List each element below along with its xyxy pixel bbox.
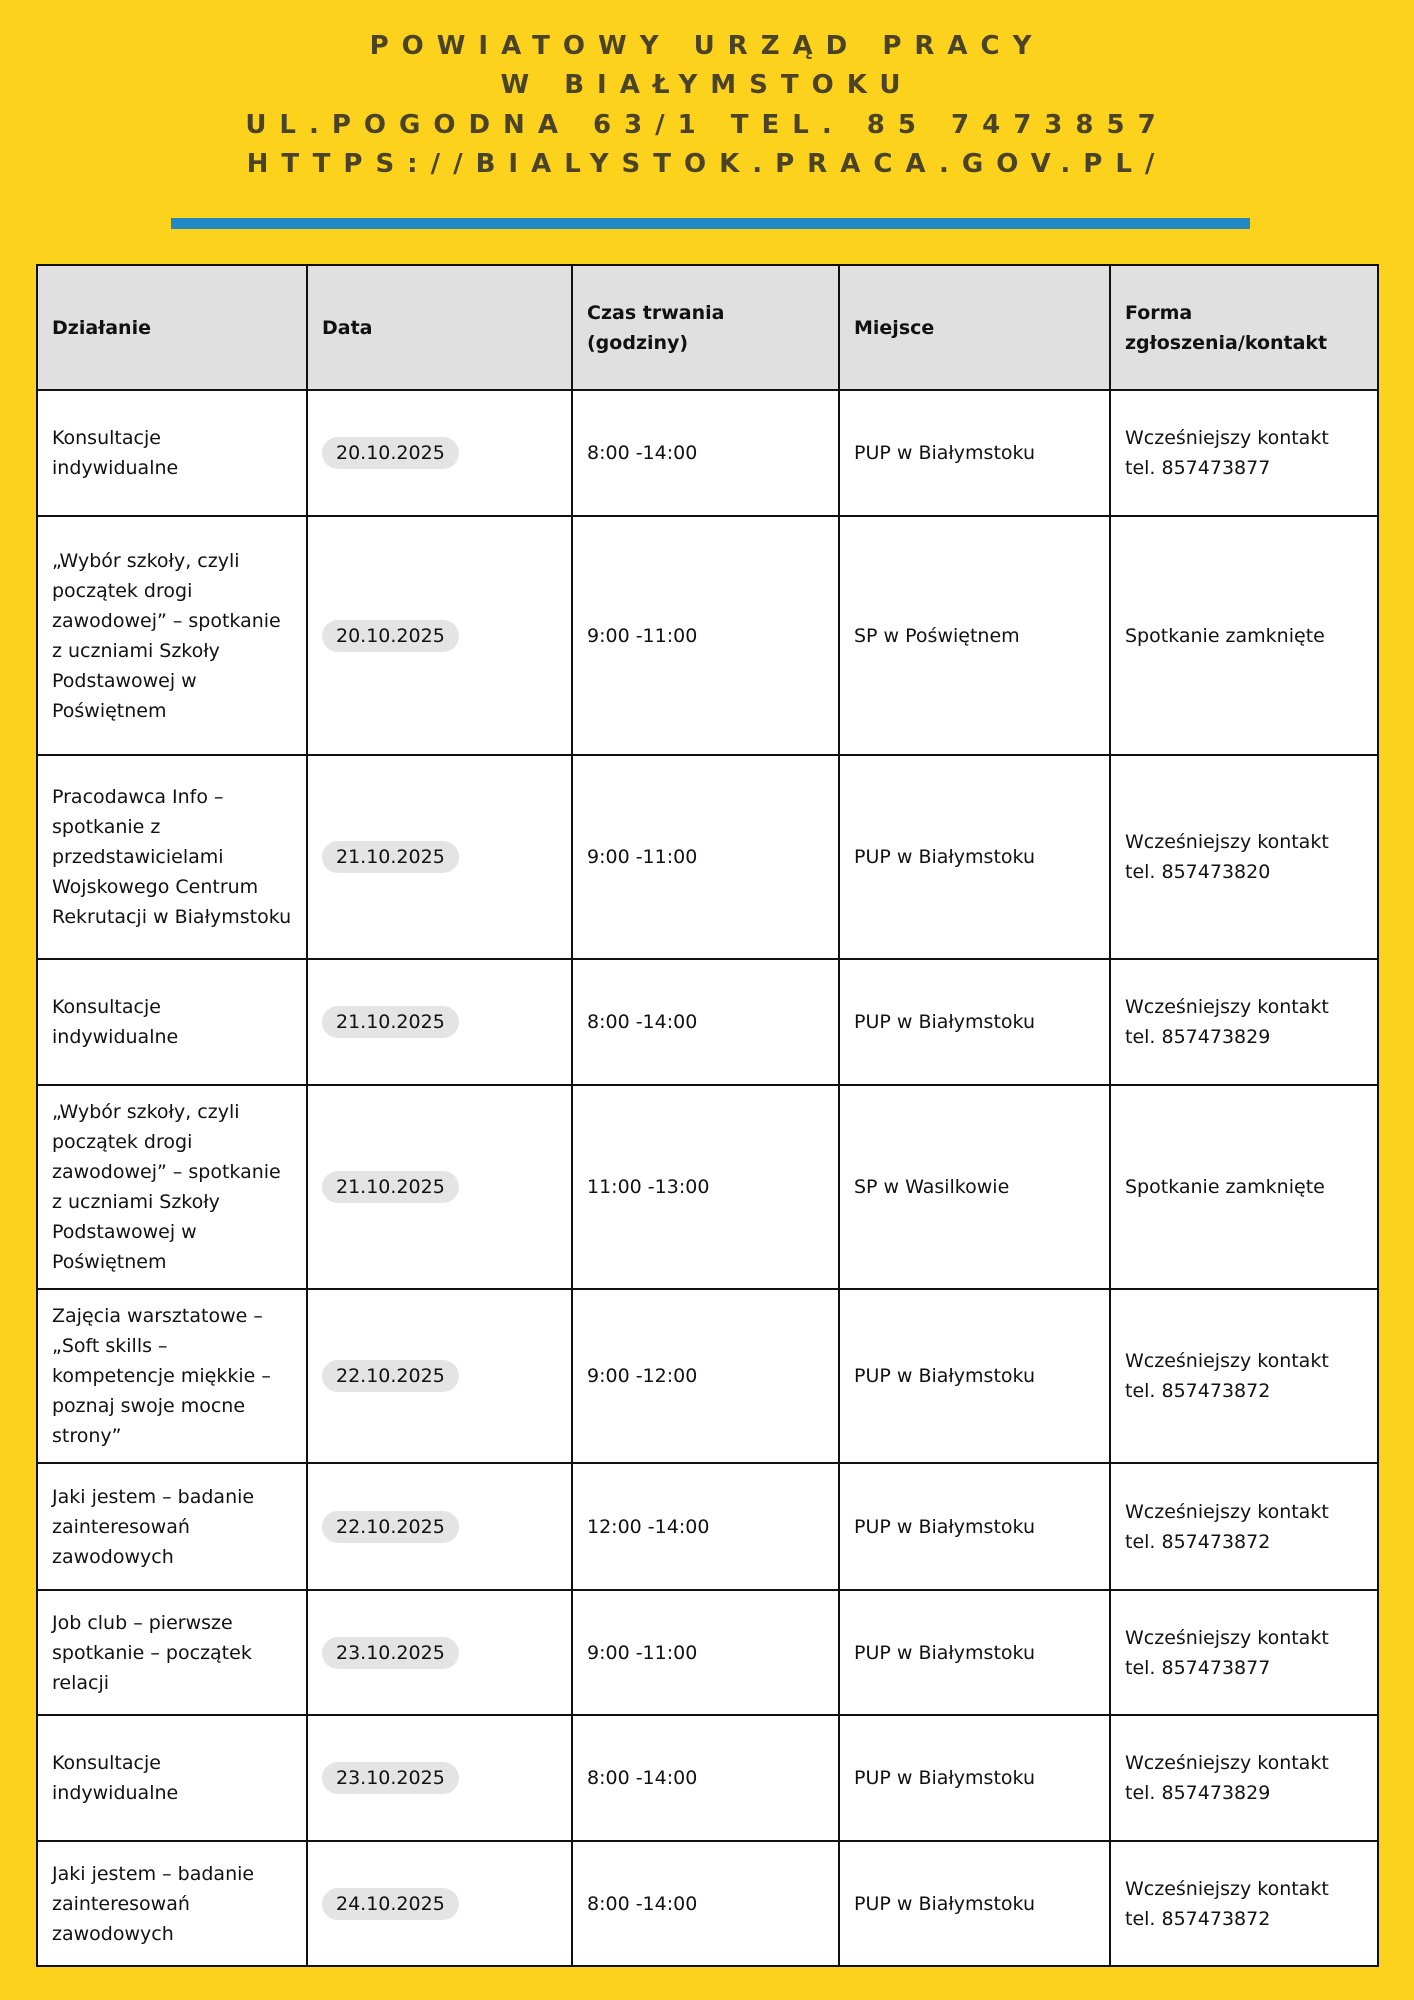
cell-action: „Wybór szkoły, czyli początek drogi zawo… [36, 1084, 308, 1290]
cell-contact: Wcześniejszy kontakt tel. 857473829 [1109, 958, 1379, 1086]
cell-place: SP w Poświętnem [838, 515, 1111, 756]
cell-date: 20.10.2025 [306, 389, 573, 517]
cell-date: 23.10.2025 [306, 1589, 573, 1716]
table-row: Konsultacje indywidualne 20.10.2025 8:00 -… [36, 389, 1379, 517]
office-address: UL.POGODNA 63/1 TEL. 85 7473857 [245, 110, 1169, 140]
date-badge: 22.10.2025 [322, 1510, 459, 1543]
cell-place: PUP w Białymstoku [838, 1589, 1111, 1716]
cell-time: 12:00 -14:00 [571, 1462, 840, 1591]
table-row: Zajęcia warsztatowe – „Soft skills – kom… [36, 1288, 1379, 1464]
column-header-time: Czas trwania (godziny) [571, 264, 840, 391]
date-badge: 21.10.2025 [322, 1006, 459, 1038]
cell-place: PUP w Białymstoku [838, 1462, 1111, 1591]
cell-action: Jaki jestem – badanie zainteresowań zawo… [36, 1462, 308, 1591]
cell-time: 9:00 -11:00 [571, 754, 840, 960]
cell-time: 9:00 -12:00 [571, 1288, 840, 1464]
date-badge: 20.10.2025 [322, 437, 459, 469]
table-row: Jaki jestem – badanie zainteresowań zawo… [36, 1462, 1379, 1591]
cell-place: PUP w Białymstoku [838, 754, 1111, 960]
cell-time: 9:00 -11:00 [571, 515, 840, 756]
cell-date: 21.10.2025 [306, 958, 573, 1086]
office-url[interactable]: HTTPS://BIALYSTOK.PRACA.GOV.PL/ [246, 149, 1168, 179]
date-badge: 22.10.2025 [322, 1360, 459, 1392]
cell-contact: Spotkanie zamknięte [1109, 1084, 1379, 1290]
cell-time: 8:00 -14:00 [571, 1840, 840, 1967]
cell-action: Konsultacje indywidualne [36, 389, 308, 517]
schedule-table: Działanie Data Czas trwania (godziny) Miejs… [36, 264, 1379, 1967]
cell-place: PUP w Białymstoku [838, 958, 1111, 1086]
office-city: W BIAŁYMSTOKU [500, 70, 914, 100]
column-header-contact: Forma zgłoszenia/kontakt [1109, 264, 1379, 391]
table-row: „Wybór szkoły, czyli początek drogi zawo… [36, 515, 1379, 756]
office-name: POWIATOWY URZĄD PRACY [369, 31, 1045, 61]
column-header-date: Data [306, 264, 573, 391]
cell-date: 21.10.2025 [306, 754, 573, 960]
column-header-place: Miejsce [838, 264, 1111, 391]
table-row: Jaki jestem – badanie zainteresowań zawo… [36, 1840, 1379, 1967]
cell-action: Pracodawca Info – spotkanie z przedstawi… [36, 754, 308, 960]
table-row: Konsultacje indywidualne 23.10.2025 8:00 -… [36, 1714, 1379, 1842]
header-row: Działanie Data Czas trwania (godziny) Miejs… [36, 264, 1379, 391]
cell-action: Konsultacje indywidualne [36, 958, 308, 1086]
cell-time: 11:00 -13:00 [571, 1084, 840, 1290]
cell-time: 8:00 -14:00 [571, 389, 840, 517]
cell-date: 22.10.2025 [306, 1462, 573, 1591]
table-row: Pracodawca Info – spotkanie z przedstawi… [36, 754, 1379, 960]
cell-date: 24.10.2025 [306, 1840, 573, 1967]
column-header-action: Działanie [36, 264, 308, 391]
cell-action: Jaki jestem – badanie zainteresowań zawo… [36, 1840, 308, 1967]
date-badge: 23.10.2025 [322, 1636, 459, 1669]
divider-bar [171, 218, 1250, 229]
cell-place: PUP w Białymstoku [838, 389, 1111, 517]
date-badge: 20.10.2025 [322, 619, 459, 652]
cell-place: SP w Wasilkowie [838, 1084, 1111, 1290]
cell-date: 20.10.2025 [306, 515, 573, 756]
cell-action: „Wybór szkoły, czyli początek drogi zawo… [36, 515, 308, 756]
cell-action: Konsultacje indywidualne [36, 1714, 308, 1842]
table-row: Konsultacje indywidualne 21.10.2025 8:00 -… [36, 958, 1379, 1086]
date-badge: 21.10.2025 [322, 1171, 459, 1203]
date-badge: 24.10.2025 [322, 1887, 459, 1920]
date-badge: 21.10.2025 [322, 841, 459, 873]
cell-contact: Wcześniejszy kontakt tel. 857473820 [1109, 754, 1379, 960]
cell-time: 8:00 -14:00 [571, 958, 840, 1086]
cell-contact: Wcześniejszy kontakt tel. 857473872 [1109, 1840, 1379, 1967]
cell-action: Zajęcia warsztatowe – „Soft skills – kom… [36, 1288, 308, 1464]
cell-contact: Wcześniejszy kontakt tel. 857473877 [1109, 1589, 1379, 1716]
cell-contact: Wcześniejszy kontakt tel. 857473872 [1109, 1462, 1379, 1591]
cell-date: 22.10.2025 [306, 1288, 573, 1464]
date-badge: 23.10.2025 [322, 1762, 459, 1794]
cell-place: PUP w Białymstoku [838, 1714, 1111, 1842]
table-row: „Wybór szkoły, czyli początek drogi zawo… [36, 1084, 1379, 1290]
cell-contact: Wcześniejszy kontakt tel. 857473877 [1109, 389, 1379, 517]
cell-time: 8:00 -14:00 [571, 1714, 840, 1842]
cell-action: Job club – pierwsze spotkanie – początek… [36, 1589, 308, 1716]
cell-place: PUP w Białymstoku [838, 1288, 1111, 1464]
cell-contact: Spotkanie zamknięte [1109, 515, 1379, 756]
cell-contact: Wcześniejszy kontakt tel. 857473872 [1109, 1288, 1379, 1464]
cell-place: PUP w Białymstoku [838, 1840, 1111, 1967]
table-row: Job club – pierwsze spotkanie – początek… [36, 1589, 1379, 1716]
cell-date: 23.10.2025 [306, 1714, 573, 1842]
cell-contact: Wcześniejszy kontakt tel. 857473829 [1109, 1714, 1379, 1842]
cell-date: 21.10.2025 [306, 1084, 573, 1290]
cell-time: 9:00 -11:00 [571, 1589, 840, 1716]
